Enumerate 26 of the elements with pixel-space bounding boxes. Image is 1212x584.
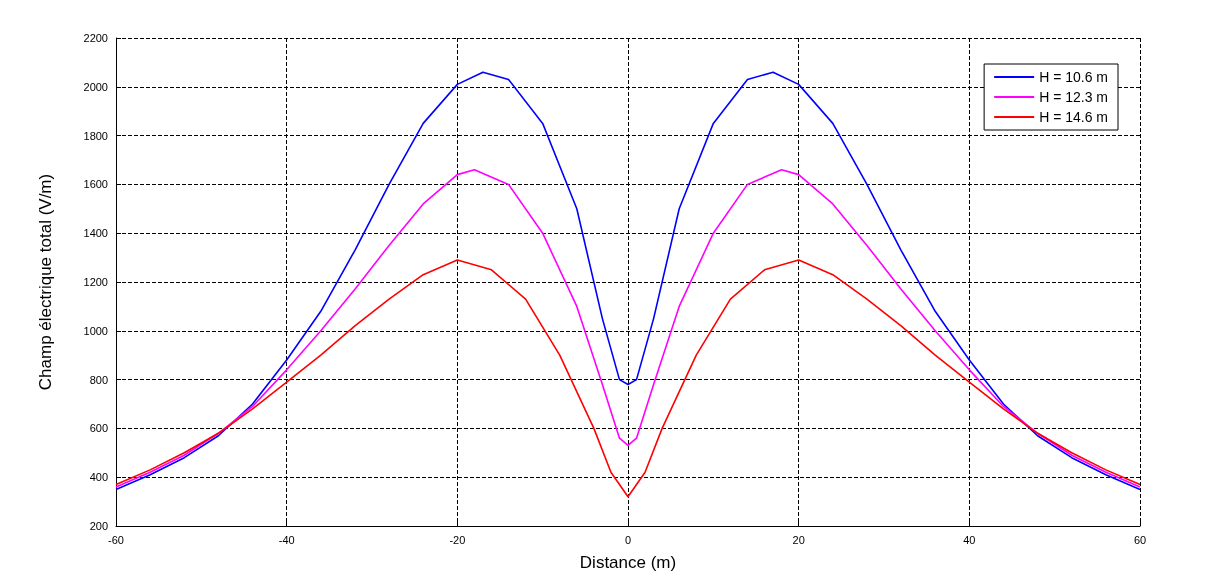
y-tick-label: 2000 [83, 80, 108, 93]
legend-label: H = 14.6 m [1039, 109, 1109, 125]
x-tick-label: 20 [792, 533, 805, 546]
x-tick-label: 0 [624, 533, 632, 546]
y-tick-label: 1400 [83, 227, 108, 240]
line-series [115, 168, 1141, 488]
y-tick-label: 2200 [83, 32, 108, 44]
y-tick-label: 600 [89, 422, 108, 435]
line-series [115, 259, 1141, 498]
legend-label: H = 10.6 m [1039, 69, 1109, 85]
y-tick-label: 400 [89, 471, 108, 484]
x-tick-label: -20 [449, 533, 466, 546]
y-tick-label: 800 [89, 373, 108, 386]
y-tick-label: 200 [89, 520, 108, 532]
x-tick-label: -40 [278, 533, 295, 546]
x-axis-title: Distance (m) [579, 553, 677, 572]
y-axis-title: Champ électrique total (V/m) [36, 173, 55, 391]
x-tick-label: 60 [1133, 533, 1147, 546]
line-series [115, 71, 1141, 491]
y-tick-label: 1200 [83, 276, 108, 288]
x-tick-label: 40 [963, 533, 976, 546]
y-tick-label: 1600 [83, 178, 108, 191]
x-tick-label: -60 [108, 533, 124, 546]
y-tick-label: 1800 [83, 129, 108, 142]
y-tick-label: 1000 [83, 324, 108, 337]
legend-label: H = 12.3 m [1039, 89, 1109, 105]
